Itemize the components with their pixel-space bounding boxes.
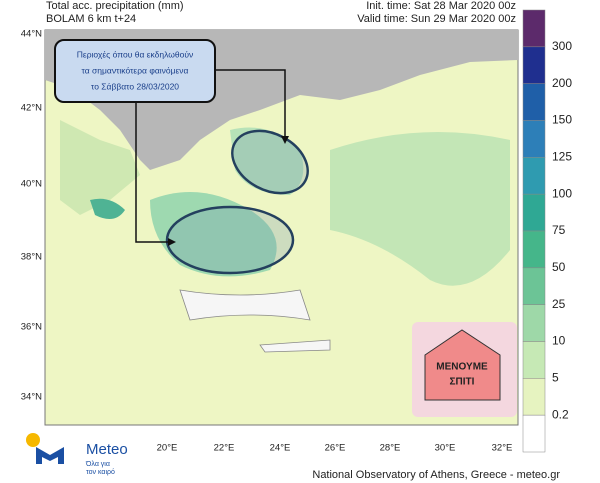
- lon-label: 32°E: [492, 443, 513, 454]
- annotation-text: τα σημαντικότερα φαινόμενα: [82, 65, 189, 75]
- colorbar-band: [522, 378, 546, 416]
- colorbar-label: 10: [552, 334, 566, 348]
- logo-tagline: Όλα για: [85, 461, 110, 468]
- lon-label: 24°E: [270, 443, 291, 454]
- logo-tagline: τον καιρό: [86, 468, 115, 476]
- annotation-text: Περιοχές όπου θα εκδηλωθούν: [77, 49, 193, 59]
- model: BOLAM 6 km t+24: [46, 13, 136, 25]
- lon-label: 20°E: [157, 443, 178, 454]
- lat-label: 38°N: [21, 252, 42, 263]
- colorbar-label: 0.2: [552, 407, 569, 421]
- colorbar-label: 125: [552, 150, 572, 164]
- logo-mark: [36, 447, 64, 464]
- rain-area: [150, 192, 277, 277]
- colorbar-label: 100: [552, 186, 572, 200]
- logo-sun: [26, 433, 40, 447]
- colorbar-band: [522, 193, 546, 232]
- colorbar-band: [522, 46, 546, 84]
- lat-label: 36°N: [21, 322, 42, 333]
- colorbar-band: [522, 267, 546, 305]
- colorbar-band: [522, 157, 546, 195]
- lat-label: 42°N: [21, 103, 42, 114]
- colorbar-band: [522, 414, 546, 453]
- credit: National Observatory of Athens, Greece -…: [312, 469, 560, 481]
- colorbar-label: 25: [552, 297, 566, 311]
- colorbar-label: 150: [552, 113, 572, 127]
- colorbar-band: [522, 304, 546, 342]
- colorbar-band: [522, 230, 546, 269]
- lat-label: 40°N: [21, 179, 42, 190]
- title: Total acc. precipitation (mm): [46, 0, 184, 12]
- badge-house: [424, 329, 501, 401]
- arrow: [135, 69, 286, 243]
- logo-name: Meteo: [86, 441, 128, 458]
- colorbar-band: [522, 83, 546, 121]
- init-time: Init. time: Sat 28 Mar 2020 00z: [366, 0, 516, 12]
- colorbar-label: 300: [552, 39, 572, 53]
- rain-area: [60, 120, 140, 215]
- lon-label: 26°E: [325, 443, 346, 454]
- generated: 44°N 42°N 40°N 38°N 36°N 34°N 20°E 22°E 24°E 26°E…: [21, 9, 572, 454]
- annotation-text: το Σάββατο 28/03/2020: [91, 81, 179, 91]
- colorbar-label: 5: [552, 371, 559, 385]
- rain-area: [230, 127, 304, 195]
- islands: [179, 289, 331, 353]
- lon-label: 30°E: [435, 443, 456, 454]
- lon-label: 22°E: [214, 443, 235, 454]
- rain-core: [90, 198, 125, 219]
- valid-time: Valid time: Sun 29 Mar 2020 00z: [357, 13, 516, 25]
- badge-text: ΜΕΝΟΥΜΕ: [436, 362, 488, 373]
- rain-area: [330, 132, 510, 286]
- lat-label: 44°N: [21, 29, 42, 40]
- lon-label: 28°E: [380, 443, 401, 454]
- annotation-box: [54, 39, 216, 103]
- colorbar-band: [522, 341, 546, 379]
- highlight-ellipse: [165, 205, 295, 275]
- colorbar-band: [522, 9, 546, 48]
- colorbar-label: 50: [552, 260, 566, 274]
- colorbar-band: [522, 120, 546, 158]
- lat-label: 34°N: [21, 392, 42, 403]
- badge-text: ΣΠΙΤΙ: [450, 377, 475, 388]
- colorbar-label: 75: [552, 223, 566, 237]
- colorbar-label: 200: [552, 76, 572, 90]
